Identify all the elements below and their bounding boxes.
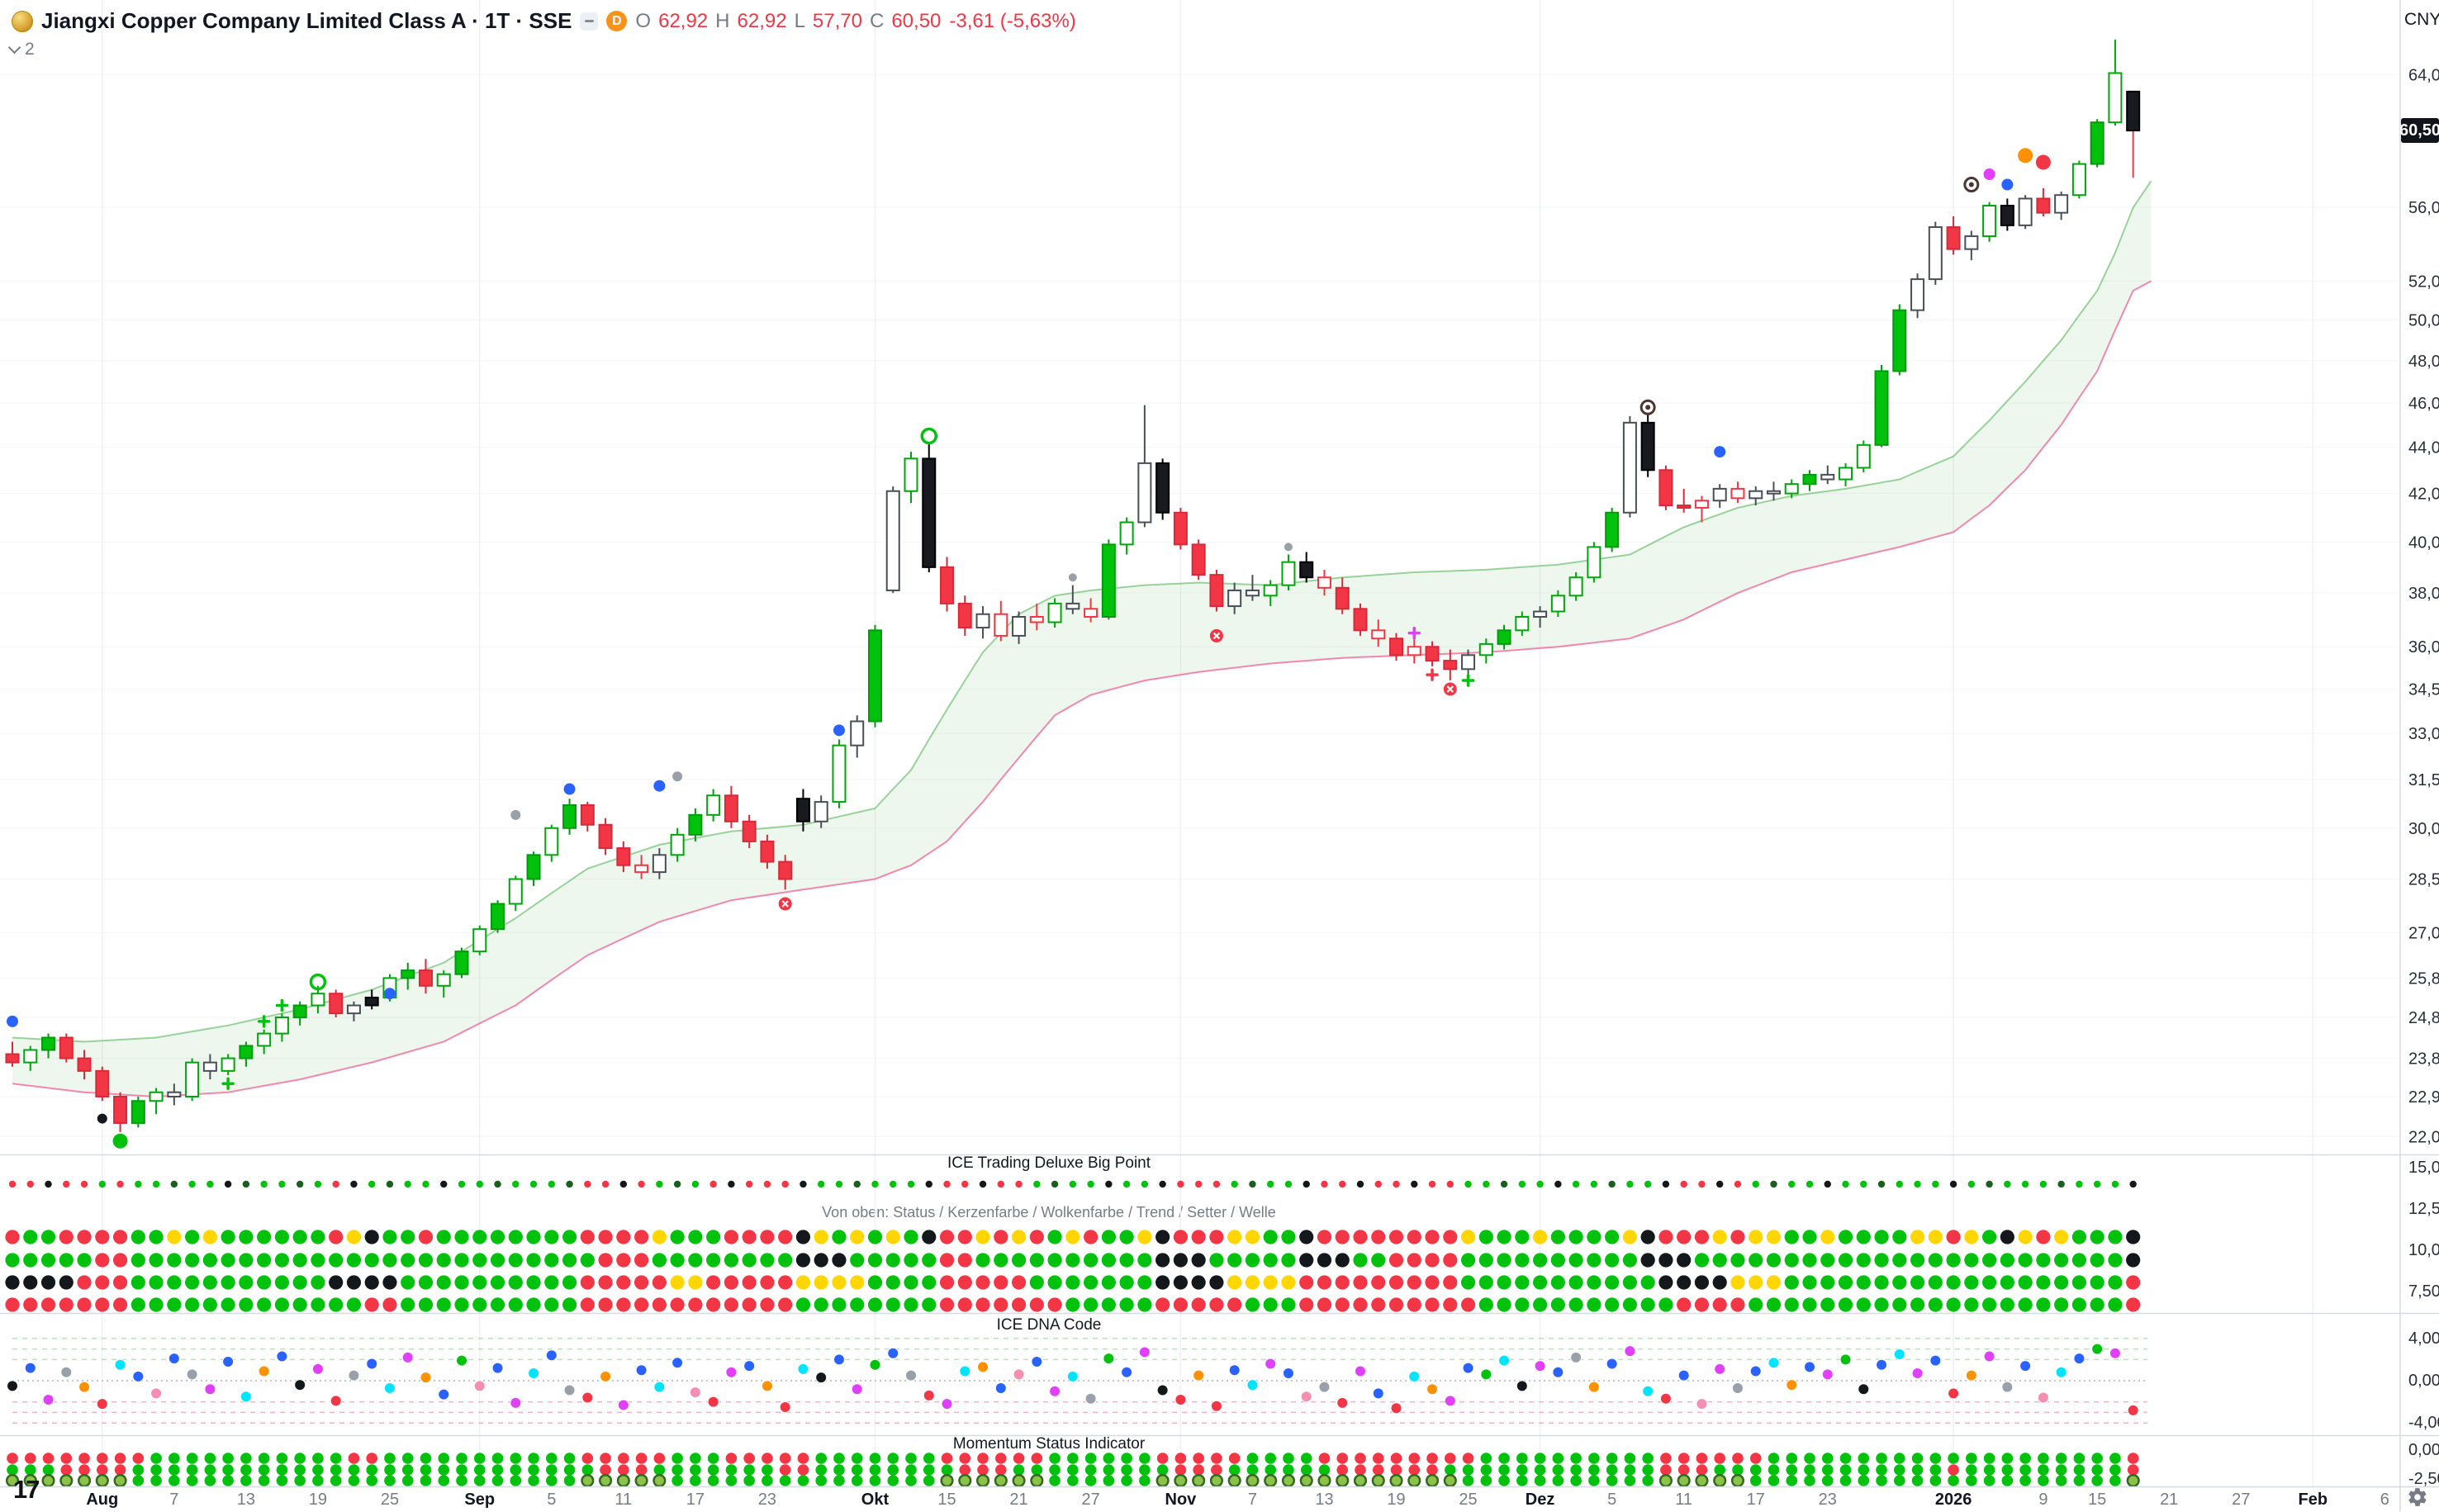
svg-text:38,00: 38,00 [2408,585,2439,603]
svg-text:Dez: Dez [1526,1491,1555,1509]
open-label: O [635,9,652,32]
svg-text:52,00: 52,00 [2408,273,2439,291]
high-label: H [715,9,730,32]
svg-text:42,00: 42,00 [2408,486,2439,504]
svg-text:48,00: 48,00 [2408,353,2439,371]
svg-text:44,00: 44,00 [2408,439,2439,457]
symbol-title[interactable]: Jiangxi Copper Company Limited Class A ·… [41,8,572,33]
svg-text:31,50: 31,50 [2408,771,2439,789]
candlesticks-layer [5,39,2141,1132]
svg-text:13: 13 [237,1491,255,1509]
big-point-dots [5,1180,2141,1312]
svg-text:2026: 2026 [1935,1491,1972,1509]
svg-text:0,00: 0,00 [2408,1372,2439,1390]
panel1-title: ICE Trading Deluxe Big Point [947,1154,1151,1172]
svg-text:11: 11 [614,1491,632,1509]
delayed-data-badge[interactable]: D [606,11,628,31]
svg-text:7: 7 [169,1491,178,1509]
svg-text:4,00: 4,00 [2408,1330,2439,1348]
tradingview-logo[interactable]: 17 [13,1475,40,1504]
object-tree-collapse-button[interactable]: 2 [7,40,35,59]
svg-text:Sep: Sep [464,1491,495,1509]
svg-text:27: 27 [1081,1491,1099,1509]
svg-text:56,00: 56,00 [2408,199,2439,217]
svg-text:10,00: 10,00 [2408,1241,2439,1259]
instrument-logo [12,10,33,32]
currency-selector[interactable]: CNY [2404,10,2439,30]
svg-text:15,00: 15,00 [2408,1159,2439,1177]
high-value: 62,92 [737,9,787,32]
svg-text:15: 15 [937,1491,956,1509]
ichimoku-cloud [12,180,2152,1098]
svg-text:24,80: 24,80 [2408,1009,2439,1027]
svg-text:11: 11 [1675,1491,1692,1509]
svg-text:23,80: 23,80 [2408,1050,2439,1069]
svg-text:5: 5 [547,1491,556,1509]
settings-gear-icon[interactable] [2407,1486,2428,1512]
last-price-badge: 60,50 [2399,118,2439,144]
low-value: 57,70 [812,9,862,32]
svg-text:15: 15 [2088,1491,2106,1509]
svg-text:50,00: 50,00 [2408,312,2439,330]
market-status-icon[interactable] [580,12,599,31]
svg-text:22,90: 22,90 [2408,1088,2439,1107]
svg-text:22,00: 22,00 [2408,1128,2439,1146]
svg-text:25,80: 25,80 [2408,969,2439,988]
change-value: -3,61 (-5,63%) [949,9,1076,32]
svg-text:-2,50: -2,50 [2408,1470,2439,1488]
svg-text:Okt: Okt [861,1491,890,1509]
svg-text:28,50: 28,50 [2408,871,2439,889]
collapse-count: 2 [25,40,35,59]
low-label: L [794,9,805,32]
svg-text:17: 17 [686,1491,705,1509]
dna-dots [7,1338,2147,1424]
svg-text:36,00: 36,00 [2408,638,2439,656]
svg-text:34,50: 34,50 [2408,680,2439,699]
svg-text:Nov: Nov [1165,1491,1198,1509]
svg-text:19: 19 [1387,1491,1405,1509]
svg-text:40,00: 40,00 [2408,533,2439,552]
svg-text:21: 21 [1009,1491,1027,1509]
svg-text:23: 23 [758,1491,776,1509]
svg-text:5: 5 [1607,1491,1616,1509]
svg-text:30,00: 30,00 [2408,820,2439,838]
signal-markers-layer [7,148,2051,1149]
svg-text:25: 25 [1459,1491,1477,1509]
svg-text:0,00: 0,00 [2408,1441,2439,1459]
panel2-title: ICE DNA Code [997,1316,1102,1334]
svg-text:27: 27 [2232,1491,2250,1509]
svg-text:Aug: Aug [86,1491,118,1509]
svg-text:12,50: 12,50 [2408,1200,2439,1218]
svg-text:17: 17 [1747,1491,1765,1509]
close-label: C [869,9,885,32]
svg-text:19: 19 [309,1491,327,1509]
svg-text:9: 9 [2038,1491,2048,1509]
momentum-dots [5,1453,2140,1488]
svg-text:Feb: Feb [2298,1491,2327,1509]
symbol-header: Jiangxi Copper Company Limited Class A ·… [12,8,1076,34]
svg-text:13: 13 [1315,1491,1333,1509]
svg-text:46,00: 46,00 [2408,395,2439,413]
svg-text:7,50: 7,50 [2408,1282,2439,1301]
svg-text:6: 6 [2380,1491,2389,1509]
currency-label: CNY [2404,10,2439,29]
close-value: 60,50 [891,9,942,32]
ohlc-values: O 62,92 H 62,92 L 57,70 C 60,50 [635,10,941,33]
chevron-down-icon [7,40,21,55]
open-value: 62,92 [658,9,709,32]
svg-text:23: 23 [1819,1491,1837,1509]
svg-text:7: 7 [1248,1491,1257,1509]
svg-text:25: 25 [381,1491,399,1509]
svg-text:33,00: 33,00 [2408,725,2439,743]
svg-text:-4,00: -4,00 [2408,1414,2439,1432]
panel1-subtitle: Von oben: Status / Kerzenfarbe / Wolkenf… [822,1204,1276,1221]
svg-text:27,00: 27,00 [2408,925,2439,943]
panel3-title: Momentum Status Indicator [953,1435,1146,1453]
svg-text:64,00: 64,00 [2408,66,2439,84]
svg-text:21: 21 [2160,1491,2178,1509]
